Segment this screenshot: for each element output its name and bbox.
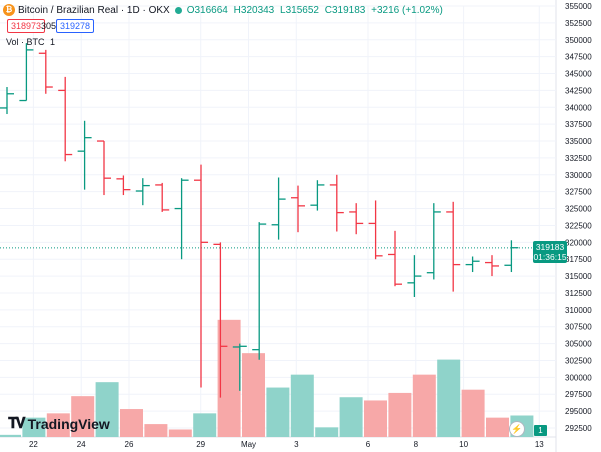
sell-price-button[interactable]: 318973 [7, 19, 46, 33]
x-tick-label: 29 [196, 440, 205, 449]
y-tick-label: 337500 [565, 120, 592, 129]
volume-bar [315, 427, 339, 437]
volume-bar [217, 319, 241, 437]
y-tick-label: 302500 [565, 356, 592, 365]
volume-bar [193, 413, 217, 437]
ohlc-values: O316664 H320343 L315652 C319183 +3216 (+… [187, 5, 446, 16]
y-tick-label: 352500 [565, 19, 592, 28]
y-tick-label: 322500 [565, 221, 592, 230]
volume-bar [290, 374, 314, 437]
volume-bar [242, 353, 265, 437]
x-tick-label: 22 [29, 440, 38, 449]
y-tick-label: 345000 [565, 70, 592, 79]
y-tick-label: 312500 [565, 289, 592, 298]
countdown-value: 01:36:15 [533, 252, 567, 262]
y-tick-label: 300000 [565, 373, 592, 382]
close-value: C319183 [324, 4, 366, 16]
y-tick-label: 347500 [565, 53, 592, 62]
volume-bar [437, 359, 461, 437]
y-tick-label: 335000 [565, 137, 592, 146]
volume-bar [412, 374, 436, 437]
change-value: +3216 (+1.02%) [371, 4, 443, 16]
bitcoin-icon: ₿ [3, 4, 15, 16]
volume-legend[interactable]: Vol · BTC 1 [6, 37, 55, 47]
last-price-label: 319183 01:36:15 [533, 241, 567, 263]
high-value: H320343 [233, 4, 275, 16]
y-tick-label: 327500 [565, 188, 592, 197]
y-tick-label: 355000 [565, 2, 592, 11]
volume-bar [144, 424, 168, 437]
volume-bar [388, 392, 412, 437]
x-tick-label: 26 [125, 440, 134, 449]
lightning-icon[interactable]: ⚡ [509, 421, 525, 437]
volume-bar [266, 387, 290, 437]
open-value: O316664 [186, 4, 228, 16]
volume-bar [95, 382, 119, 437]
x-tick-label: 8 [414, 440, 419, 449]
x-tick-label: 3 [294, 440, 299, 449]
volume-label: Vol · BTC [6, 37, 45, 47]
symbol-name[interactable]: Bitcoin / Brazilian Real · 1D · OKX [18, 4, 170, 16]
volume-bar [22, 417, 46, 437]
volume-bar [46, 413, 70, 437]
volume-bar [71, 396, 95, 437]
y-tick-label: 342500 [565, 86, 592, 95]
y-tick-label: 295000 [565, 407, 592, 416]
x-tick-label: 10 [459, 440, 468, 449]
y-tick-label: 332500 [565, 154, 592, 163]
brand-name: TradingView [27, 415, 110, 432]
spread-value: 305 [41, 21, 57, 31]
y-tick-label: 310000 [565, 306, 592, 315]
x-tick-label: May [241, 440, 256, 449]
buy-price-button[interactable]: 319278 [56, 19, 95, 33]
y-tick-label: 340000 [565, 103, 592, 112]
x-tick-label: 13 [535, 440, 544, 449]
volume-value: 1 [50, 37, 56, 47]
market-status-icon [174, 6, 182, 14]
y-tick-label: 307500 [565, 323, 592, 332]
symbol-header: ₿ Bitcoin / Brazilian Real · 1D · OKX O3… [0, 0, 446, 20]
tradingview-logo[interactable]: 𝐓𝐕 TradingView [8, 415, 110, 432]
y-tick-label: 297500 [565, 390, 592, 399]
y-tick-label: 292500 [565, 424, 592, 433]
y-tick-label: 325000 [565, 205, 592, 214]
volume-bar [0, 434, 21, 437]
low-value: L315652 [280, 4, 319, 16]
volume-bar [364, 400, 387, 437]
y-tick-label: 315000 [565, 272, 592, 281]
y-tick-label: 305000 [565, 340, 592, 349]
volume-scale-badge: 1 [534, 425, 547, 436]
y-tick-label: 320000 [565, 238, 592, 247]
volume-bar [461, 389, 485, 437]
last-price-value: 319183 [535, 242, 565, 252]
x-tick-label: 6 [366, 440, 371, 449]
y-tick-label: 317500 [565, 255, 592, 264]
y-tick-label: 330000 [565, 171, 592, 180]
volume-bar [339, 397, 363, 437]
tv-logo-icon: 𝐓𝐕 [8, 415, 26, 432]
volume-bar [168, 429, 192, 437]
volume-bar [120, 409, 143, 437]
y-tick-label: 350000 [565, 36, 592, 45]
x-tick-label: 24 [77, 440, 86, 449]
volume-bar [486, 417, 509, 437]
